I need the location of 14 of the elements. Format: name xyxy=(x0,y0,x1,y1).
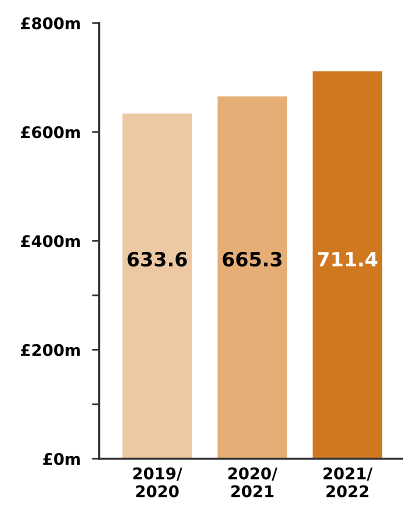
bar xyxy=(312,71,382,459)
x-tick-label: 2020/ 2021 xyxy=(228,467,278,498)
y-tick-label: £0m xyxy=(43,452,80,466)
data-label: 633.6 xyxy=(128,252,187,267)
bar xyxy=(122,114,192,459)
y-tick-label: £400m xyxy=(20,235,80,248)
x-tick-label: 2019/ 2020 xyxy=(133,467,182,498)
bar xyxy=(218,96,288,459)
y-tick-label: £200m xyxy=(20,344,80,356)
data-label: 711.4 xyxy=(318,252,378,266)
y-tick-label: £600m xyxy=(20,126,80,138)
y-tick-label: £800m xyxy=(20,17,80,30)
x-tick-label: 2021/ 2022 xyxy=(324,467,373,498)
data-label: 665.3 xyxy=(222,252,282,267)
